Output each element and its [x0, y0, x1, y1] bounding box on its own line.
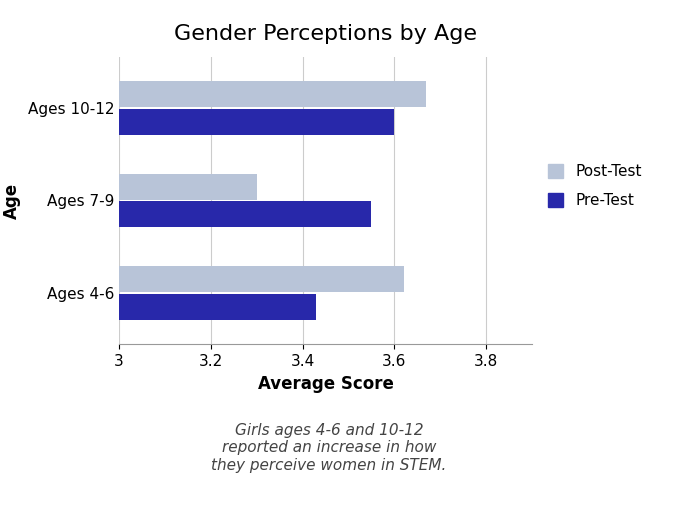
Y-axis label: Age: Age: [3, 182, 21, 218]
Legend: Post-Test, Pre-Test: Post-Test, Pre-Test: [548, 164, 642, 208]
Text: Girls ages 4-6 and 10-12
reported an increase in how
they perceive women in STEM: Girls ages 4-6 and 10-12 reported an inc…: [211, 423, 447, 473]
Bar: [119, 201, 372, 227]
Bar: [119, 266, 403, 292]
Bar: [119, 174, 257, 199]
Bar: [119, 294, 316, 320]
Bar: [119, 81, 426, 107]
Title: Gender Perceptions by Age: Gender Perceptions by Age: [174, 24, 477, 44]
X-axis label: Average Score: Average Score: [258, 375, 393, 393]
Bar: [119, 108, 394, 135]
